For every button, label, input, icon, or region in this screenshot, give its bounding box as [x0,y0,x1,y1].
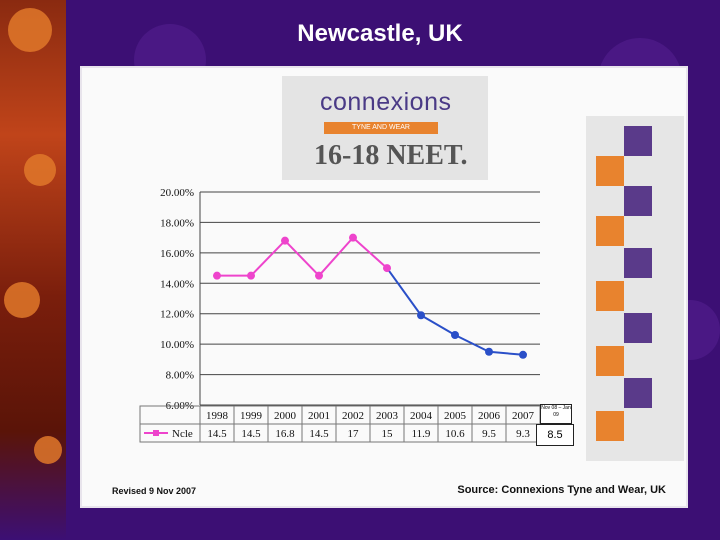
data-table-value: 14.5 [241,428,261,440]
data-point [247,271,255,280]
chart-panel: connexions TYNE AND WEAR 16-18 NEET. 20.… [82,68,686,506]
x-category-label: 1999 [240,410,263,422]
x-category-label: 2002 [342,410,364,422]
data-point [315,271,323,280]
data-table-value: 11.9 [412,428,431,440]
series-line-segment [386,267,422,316]
y-tick-label: 16.00% [160,248,194,260]
latest-period-label: Nov 08 – Jan 09 [540,404,572,424]
neet-line-chart: 20.00% 18.00% 16.00% 14.00% 12.00% 10.00% 8.00… [139,187,541,443]
orange-square [596,411,624,441]
purple-square [624,126,652,156]
orange-square [596,216,624,246]
orange-square [596,156,624,186]
x-category-label: 2006 [478,410,501,422]
x-category-label: 2007 [512,410,535,422]
series-line-segment [352,236,388,269]
x-category-label: 2003 [376,410,399,422]
y-tick-label: 18.00% [160,217,194,229]
x-category-label: 2001 [308,410,330,422]
series-line-segment [420,314,456,336]
data-table-value: 9.5 [482,428,496,440]
y-tick-label: 14.00% [160,278,194,290]
y-tick-label: 8.00% [166,370,194,382]
data-point [281,236,289,245]
data-table-value: 16.8 [275,428,295,440]
data-table-value: 14.5 [309,428,329,440]
purple-square [624,313,652,343]
legend-marker [153,430,159,436]
orange-square [596,281,624,311]
x-category-label: 2004 [410,410,433,422]
data-point [451,331,459,340]
data-point [417,311,425,320]
legend-series-name: Ncle [172,428,193,440]
purple-square [624,248,652,278]
x-category-label: 1998 [206,410,229,422]
data-point [349,233,357,242]
x-category-label: 2000 [274,410,297,422]
decorative-squares [586,116,684,461]
data-table-value: 10.6 [445,428,465,440]
series-line-segment [284,239,320,277]
y-tick-label: 20.00% [160,187,194,199]
slide-title: Newcastle, UK [297,20,463,47]
orange-square [596,346,624,376]
data-point [213,271,221,280]
data-point [485,347,493,356]
data-table-value: 17 [348,428,360,440]
series-line-segment [454,334,490,353]
series-line-segment [318,236,354,277]
y-tick-label: 10.00% [160,339,194,351]
data-table-value: 15 [382,428,394,440]
series-line-segment [250,239,286,277]
logo-tagline: TYNE AND WEAR [324,122,438,134]
y-tick-label: 12.00% [160,309,194,321]
purple-square [624,186,652,216]
revised-date: Revised 9 Nov 2007 [112,486,197,496]
latest-value: 8.5 [536,424,574,446]
data-table-value: 14.5 [207,428,227,440]
series-line-segment [488,350,524,356]
data-table-value: 9.3 [516,428,530,440]
logo-heading: 16-18 NEET. [314,140,468,171]
source-credit: Source: Connexions Tyne and Wear, UK [457,484,666,496]
logo-box: connexions TYNE AND WEAR 16-18 NEET. [282,76,488,180]
purple-square [624,378,652,408]
logo-brand: connexions [320,88,452,116]
data-point [383,264,391,273]
x-category-label: 2005 [444,410,467,422]
data-point [519,350,527,359]
